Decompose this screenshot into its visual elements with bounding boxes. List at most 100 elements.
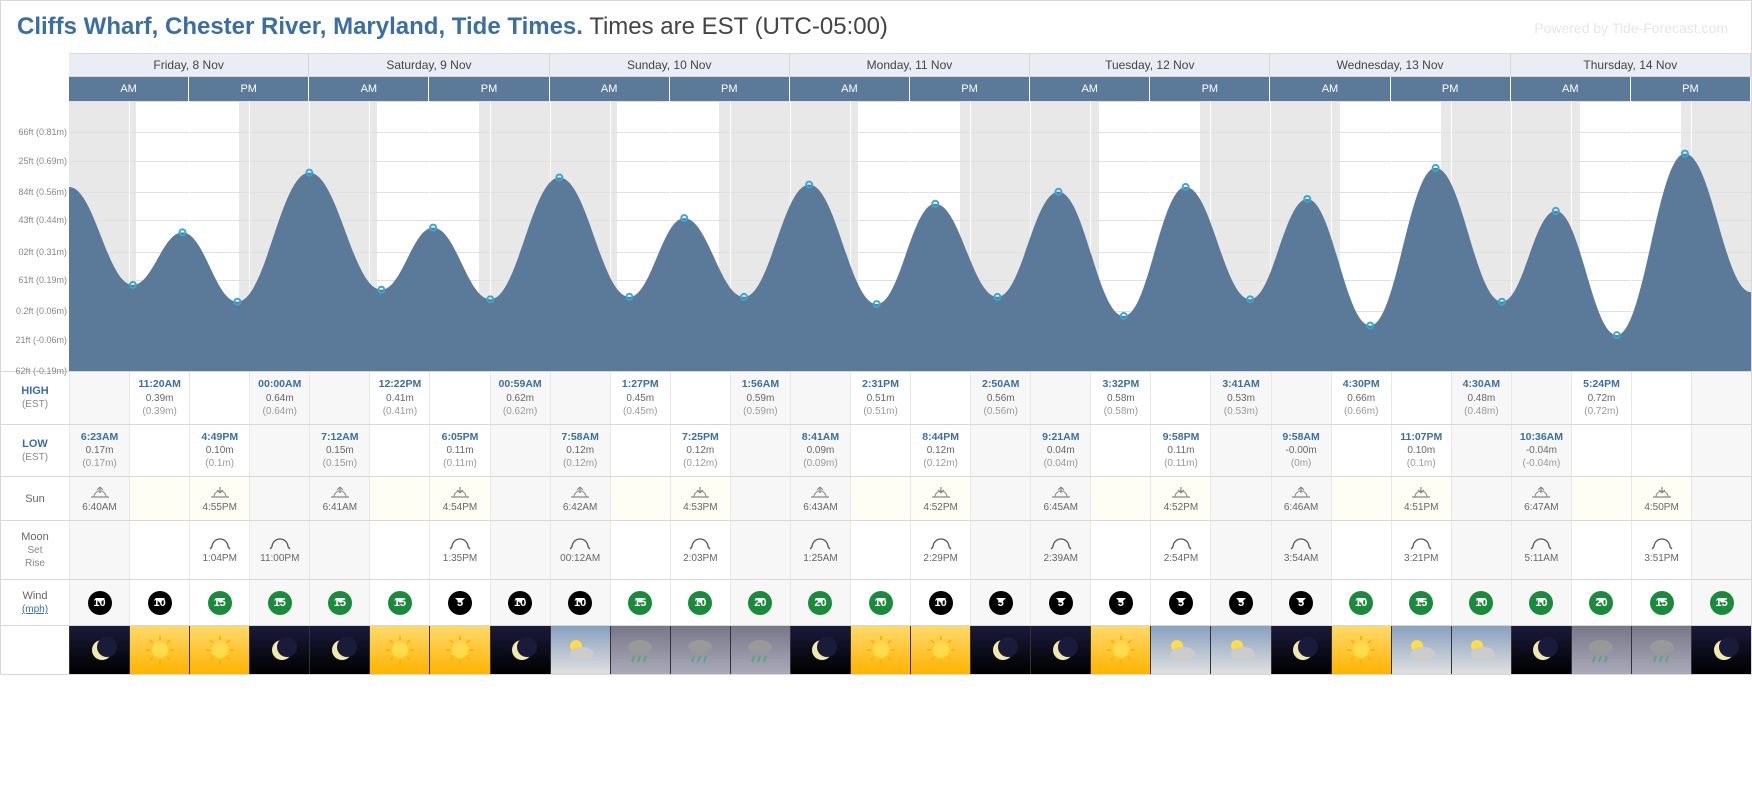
data-cell [129,477,189,520]
data-cell: 1:27PM0.45m(0.45m) [610,372,670,424]
data-cell: 11:07PM0.10m(0.1m) [1391,425,1451,477]
data-cell [1331,477,1391,520]
weather-icon [189,626,249,674]
y-tick-label: 61ft (0.19m) [18,275,67,285]
data-cell: 7:12AM0.15m(0.15m) [309,425,369,477]
sun-row: Sun 6:40AM4:55PM6:41AM4:54PM6:42AM4:53PM… [1,476,1751,520]
data-cell: 6:43AM [790,477,850,520]
day-header: Sunday, 10 Nov [550,53,790,77]
data-cell [1691,477,1751,520]
wind-unit-link[interactable]: (mph) [3,604,67,615]
data-cell: 15 [369,580,429,625]
data-cell [1030,372,1090,424]
y-axis-labels: 66ft (0.81m)25ft (0.69m)84ft (0.56m)43ft… [1,101,69,371]
data-rows: HIGH(EST) 11:20AM0.39m(0.39m)00:00AM0.64… [1,371,1751,674]
data-cell [249,477,309,520]
data-cell: 7:25PM0.12m(0.12m) [670,425,730,477]
day-header: Tuesday, 12 Nov [1030,53,1270,77]
day-header-row: Friday, 8 NovSaturday, 9 NovSunday, 10 N… [1,53,1751,77]
data-cell [1150,372,1210,424]
data-cell: 4:53PM [670,477,730,520]
data-cell: 10 [850,580,910,625]
weather-icon [309,626,369,674]
ampm-label: AM [550,77,670,101]
data-cell: 6:41AM [309,477,369,520]
weather-icon [1631,626,1691,674]
data-cell: 12:22PM0.41m(0.41m) [369,372,429,424]
ampm-label: PM [1391,77,1511,101]
low-tide-row: LOW(EST) 6:23AM0.17m(0.17m)4:49PM0.10m(0… [1,424,1751,477]
y-tick-label: 84ft (0.56m) [18,187,67,197]
data-cell: 5:11AM [1511,521,1571,579]
ampm-label: PM [1150,77,1270,101]
data-cell [490,425,550,477]
data-cell [1210,425,1270,477]
weather-icon [550,626,610,674]
data-cell [1090,521,1150,579]
data-cell: 15 [1631,580,1691,625]
weather-icon [1271,626,1331,674]
weather-icon [790,626,850,674]
data-cell: 5 [970,580,1030,625]
data-cell [850,521,910,579]
weather-icon [910,626,970,674]
data-cell [790,372,850,424]
ampm-label: AM [309,77,429,101]
data-cell: 11:00PM [249,521,309,579]
data-cell [1451,425,1511,477]
data-cell [369,521,429,579]
ampm-label: PM [189,77,309,101]
data-cell: 20 [730,580,790,625]
data-cell [1210,521,1270,579]
data-cell: 8:44PM0.12m(0.12m) [910,425,970,477]
data-cell [249,425,309,477]
data-cell: 6:46AM [1271,477,1331,520]
data-cell [429,372,489,424]
y-tick-label: 43ft (0.44m) [18,215,67,225]
weather-icon [490,626,550,674]
data-cell: 6:05PM0.11m(0.11m) [429,425,489,477]
data-cell: 3:41AM0.53m(0.53m) [1210,372,1270,424]
ampm-label: AM [1270,77,1390,101]
weather-icon [1331,626,1391,674]
data-cell: 5 [1150,580,1210,625]
data-cell [1511,372,1571,424]
title-bar: Cliffs Wharf, Chester River, Maryland, T… [1,1,1751,53]
weather-icon [1691,626,1751,674]
data-cell: 9:58AM-0.00m(0m) [1271,425,1331,477]
data-cell [69,521,129,579]
data-cell [309,372,369,424]
weather-icon [369,626,429,674]
data-cell [1271,372,1331,424]
data-cell: 1:25AM [790,521,850,579]
data-cell: 5 [1271,580,1331,625]
data-cell [610,477,670,520]
weather-icon [69,626,129,674]
low-label: LOW [3,438,67,450]
data-cell: 2:50AM0.56m(0.56m) [970,372,1030,424]
data-cell: 10 [550,580,610,625]
data-cell [1451,477,1511,520]
weather-icon [1090,626,1150,674]
data-cell [1210,477,1270,520]
moon-row: Moon Set Rise 1:04PM11:00PM1:35PM00:12AM… [1,520,1751,579]
ampm-label: PM [429,77,549,101]
ampm-row: AMPMAMPMAMPMAMPMAMPMAMPMAMPM [1,77,1751,101]
data-cell: 3:54AM [1271,521,1331,579]
data-cell: 2:31PM0.51m(0.51m) [850,372,910,424]
data-cell: 15 [309,580,369,625]
data-cell [490,477,550,520]
data-cell: 4:55PM [189,477,249,520]
data-cell [610,425,670,477]
data-cell: 10 [1331,580,1391,625]
data-cell: 4:30PM0.66m(0.66m) [1331,372,1391,424]
data-cell: 3:21PM [1391,521,1451,579]
ampm-label: PM [670,77,790,101]
data-cell: 5 [1210,580,1270,625]
ampm-label: PM [910,77,1030,101]
data-cell: 1:35PM [429,521,489,579]
data-cell [309,521,369,579]
data-cell [1090,425,1150,477]
data-cell [1691,425,1751,477]
data-cell [69,372,129,424]
